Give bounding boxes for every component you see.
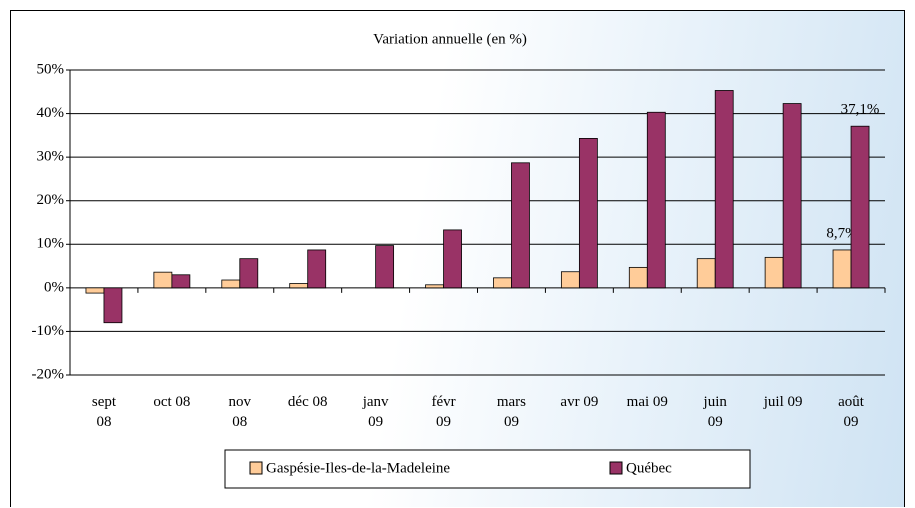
bar [308,250,326,288]
x-tick-label: août 09 [817,392,885,432]
x-tick-label: déc 08 [274,392,342,412]
bar [629,267,647,287]
bar [579,138,597,287]
y-tick-label: 40% [37,105,65,121]
x-tick-label: mai 09 [613,392,681,412]
chart-title: Variation annuelle (en %) [373,31,527,47]
x-tick-label: avr 09 [545,392,613,412]
x-tick-label: oct 08 [138,392,206,412]
bar [172,275,190,288]
bar [426,285,444,288]
bar [765,257,783,288]
data-label: 37,1% [841,102,880,118]
bar [240,259,258,288]
bar [783,104,801,288]
y-tick-label: 50% [37,61,65,77]
y-tick-label: 10% [37,236,65,252]
bar [697,259,715,288]
y-tick-label: 0% [44,279,64,295]
x-tick-label: mars 09 [477,392,545,432]
bar [493,278,511,288]
legend-swatch [250,462,262,474]
x-tick-label: juil 09 [749,392,817,412]
x-tick-label: sept 08 [70,392,138,432]
y-tick-label: -10% [32,323,65,339]
page: Variation annuelle (en %) -20% -10% 0% 10% 2… [0,0,915,508]
legend-swatch [610,462,622,474]
bar [104,288,122,323]
bar [647,112,665,288]
y-tick-label: -20% [32,366,65,382]
y-tick-label: 20% [37,192,65,208]
bar [511,163,529,288]
bar [715,90,733,287]
x-tick-label: févr 09 [410,392,478,432]
bar [222,280,240,288]
legend-label: Gaspésie-Iles-de-la-Madeleine [266,460,450,476]
bar [290,284,308,288]
bar [833,250,851,288]
x-tick-label: janv 09 [342,392,410,432]
bar [561,272,579,288]
bar [851,126,869,288]
legend-label: Québec [626,460,672,476]
y-tick-label: 30% [37,149,65,165]
bar [376,246,394,288]
bar [154,272,172,288]
x-tick-label: juin 09 [681,392,749,432]
bar [86,288,104,293]
x-tick-label: nov 08 [206,392,274,432]
bar [444,230,462,288]
